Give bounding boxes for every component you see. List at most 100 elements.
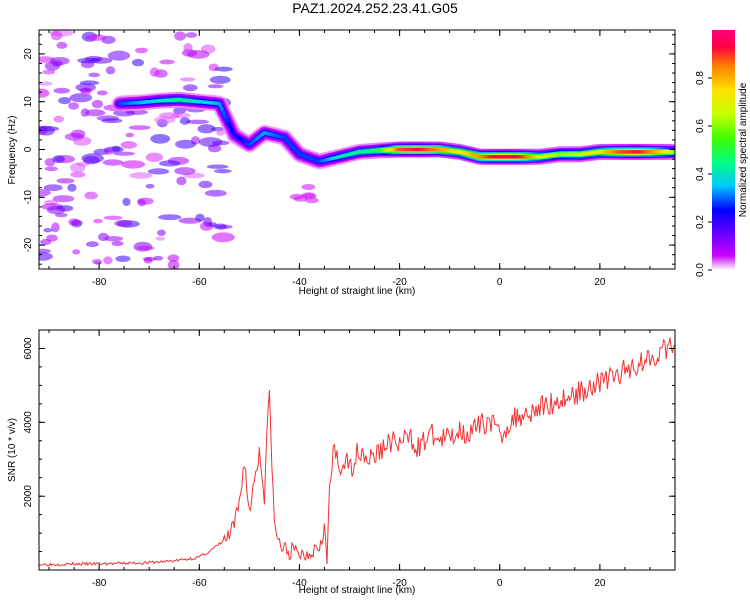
noise-blob	[39, 125, 55, 136]
noise-blob	[80, 108, 90, 117]
noise-blob	[51, 222, 60, 233]
noise-blob	[85, 109, 106, 117]
noise-blob	[115, 255, 131, 262]
noise-blob	[104, 148, 114, 155]
x-tick-label: -60	[192, 578, 207, 589]
snr-x-ticks: -80 -60 -40 -20 0 20	[48, 330, 676, 589]
colorbar-gradient	[712, 30, 735, 270]
noise-blob	[103, 256, 113, 265]
noise-blob	[142, 257, 157, 262]
x-tick-label: -80	[92, 277, 107, 288]
y-tick-label: 0	[23, 146, 34, 152]
noise-blob	[167, 254, 180, 262]
spectrogram-panel: -80 -60 -40 -20 0 20 -20 -10 0 10 20 Height of st…	[7, 29, 676, 297]
noise-blob	[137, 198, 146, 207]
noise-blob	[157, 229, 166, 236]
noise-blob	[149, 67, 160, 77]
noise-blob	[158, 214, 182, 221]
noise-blob	[204, 189, 227, 197]
noise-blob	[198, 137, 223, 147]
noise-blob	[176, 176, 187, 186]
noise-blob	[52, 195, 75, 203]
noise-blob	[131, 58, 145, 67]
noise-blob	[56, 178, 75, 184]
noise-blob	[107, 50, 130, 61]
noise-blob	[304, 197, 319, 204]
noise-blob	[102, 159, 124, 166]
noise-blob	[128, 125, 151, 130]
noise-blob	[104, 236, 123, 242]
x-tick-label: -40	[292, 578, 307, 589]
noise-blob	[153, 255, 164, 261]
noise-blob	[70, 162, 86, 173]
noise-blob	[39, 81, 53, 86]
x-tick-label: -40	[292, 277, 307, 288]
x-tick-label: -60	[192, 277, 207, 288]
noise-blob	[216, 130, 225, 136]
noise-blob	[103, 215, 123, 220]
noise-blob	[159, 59, 175, 65]
noise-blob	[77, 57, 101, 64]
noise-blob	[135, 47, 148, 54]
noise-blob	[180, 77, 196, 82]
noise-blob	[84, 191, 98, 200]
noise-blob	[39, 88, 50, 98]
noise-blob	[211, 232, 235, 243]
noise-blob	[145, 152, 163, 162]
noise-blob	[52, 155, 65, 164]
noise-blob	[70, 129, 86, 139]
noise-blob	[213, 223, 227, 230]
colorbar-tick-label: 0.6	[695, 119, 706, 133]
noise-blob	[175, 139, 196, 149]
noise-blob	[129, 172, 153, 179]
noise-blob	[185, 119, 210, 125]
snr-y-ticks: 2000 4000 6000	[23, 329, 675, 571]
noise-blob	[125, 109, 148, 115]
noise-blob	[53, 115, 64, 123]
noise-blob	[112, 151, 136, 156]
colorbar-ticks: 0.0 0.2 0.4 0.6 0.8	[695, 71, 712, 277]
ridge-layer	[117, 98, 675, 164]
spectrogram-marks	[39, 30, 675, 269]
noise-blob	[39, 189, 51, 197]
noise-blob	[209, 75, 231, 84]
noise-blob	[213, 169, 232, 174]
noise-blob	[120, 141, 138, 149]
noise-blob	[182, 84, 198, 92]
noise-blob	[43, 184, 63, 192]
noise-blob	[147, 168, 170, 175]
noise-blob	[155, 236, 166, 241]
spectrogram-x-label: Height of straight line (km)	[299, 286, 416, 297]
x-tick-label: 20	[594, 277, 606, 288]
noise-blob	[183, 43, 193, 53]
noise-blob	[85, 34, 107, 41]
noise-blob	[43, 228, 53, 233]
y-tick-label: 10	[23, 96, 34, 108]
noise-blob	[70, 171, 86, 178]
noise-blob	[96, 90, 108, 96]
x-tick-label: -80	[92, 578, 107, 589]
noise-blob	[68, 218, 80, 226]
noise-blob	[159, 160, 181, 167]
colorbar-label: Normalized spectral amplitude	[738, 82, 749, 217]
noise-blob	[75, 83, 96, 92]
colorbar: 0.0 0.2 0.4 0.6 0.8 Normalized spectral ampl…	[695, 30, 749, 277]
noise-blob	[174, 167, 196, 175]
x-tick-label: -20	[392, 277, 407, 288]
noise-blob	[145, 183, 155, 189]
noise-blob	[125, 132, 135, 138]
noise-blob	[198, 180, 213, 189]
x-tick-label: 0	[497, 578, 503, 589]
x-tick-label: -20	[392, 578, 407, 589]
snr-series-line	[39, 337, 675, 567]
spectrogram-y-ticks: -20 -10 0 10 20	[23, 34, 675, 265]
noise-blob	[167, 260, 180, 269]
noise-blob	[67, 183, 77, 192]
noise-blob	[53, 87, 71, 94]
snr-panel: -80 -60 -40 -20 0 20 2000 4000 6000 Height of s…	[7, 329, 676, 596]
noise-blob	[122, 197, 131, 206]
noise-blob	[121, 160, 146, 169]
noise-blob	[214, 66, 233, 72]
noise-blob	[68, 102, 79, 110]
noise-blob	[179, 117, 191, 125]
